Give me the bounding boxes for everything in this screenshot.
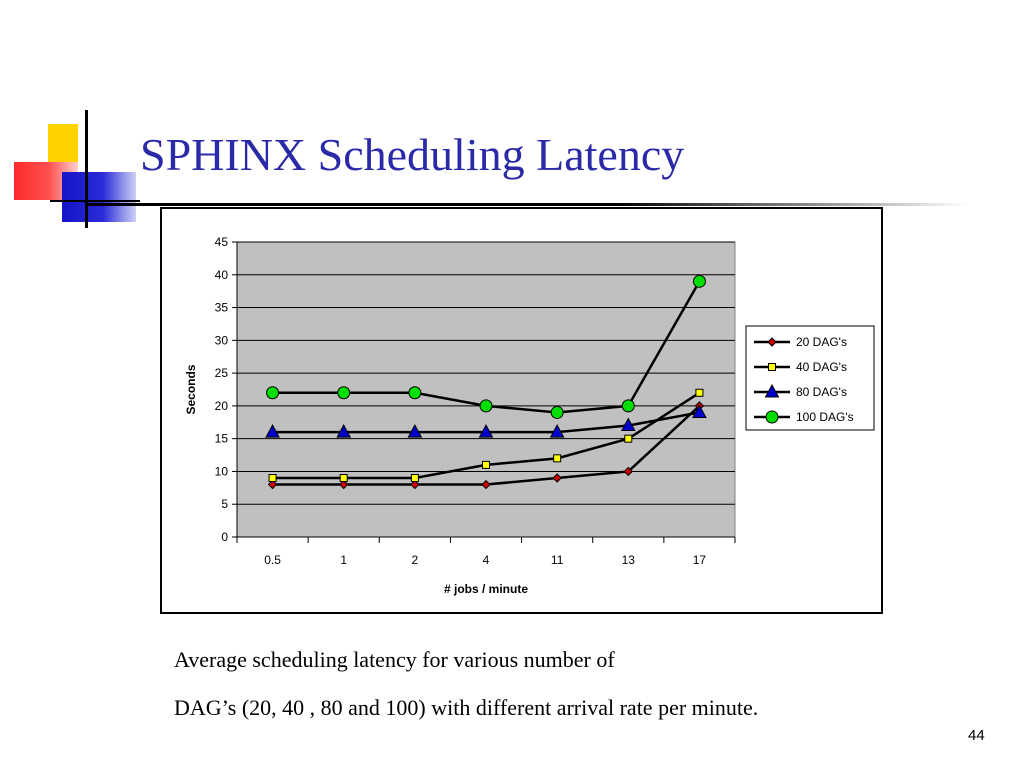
data-point-series-3 (621, 399, 635, 413)
legend-marker (767, 337, 777, 347)
decor-blue-square (62, 172, 136, 222)
chart-frame: 0 5 10 15 20 25 30 35 40 45 0.5 1 2 4 11 13 17 # jobs / m… (160, 207, 883, 614)
data-point-series-0 (267, 479, 278, 490)
legend-label: 100 DAG's (796, 410, 854, 424)
x-tick-label: 17 (693, 553, 707, 567)
decor-yellow-square (48, 124, 78, 162)
data-point-series-3 (479, 399, 493, 413)
data-point-series-2 (549, 424, 565, 438)
x-tick-label: 13 (622, 553, 636, 567)
x-tick-label: 0.5 (264, 553, 281, 567)
data-point-series-2 (407, 424, 423, 438)
y-tick-label: 10 (215, 464, 229, 478)
x-tick-label: 4 (483, 553, 490, 567)
data-point-series-1 (268, 474, 277, 482)
data-point-series-3 (408, 386, 422, 400)
data-point-series-3 (692, 274, 706, 288)
x-tick-label: 2 (412, 553, 419, 567)
data-point-series-0 (552, 473, 562, 483)
decor-horizontal-line-short (50, 200, 140, 202)
data-point-series-2 (478, 424, 494, 438)
data-point-series-1 (339, 474, 348, 482)
data-point-series-2 (265, 424, 280, 438)
y-tick-label: 0 (221, 530, 228, 544)
caption-line-2: DAG’s (20, 40 , 80 and 100) with differe… (174, 695, 759, 720)
decor-vertical-line (85, 110, 88, 228)
data-point-series-3 (337, 386, 351, 400)
slide-number: 44 (968, 727, 985, 744)
data-point-series-2 (692, 404, 707, 418)
plot-area (236, 241, 736, 538)
y-tick-label: 25 (215, 366, 229, 380)
legend-label: 20 DAG's (796, 335, 847, 349)
y-tick-label: 5 (221, 497, 228, 511)
data-point-series-0 (623, 466, 633, 477)
y-tick-label: 15 (215, 432, 229, 446)
data-point-series-0 (481, 479, 491, 490)
data-point-series-2 (336, 424, 352, 438)
x-axis-title: # jobs / minute (444, 582, 528, 596)
y-tick-label: 45 (215, 235, 229, 249)
y-tick-label: 20 (215, 399, 229, 413)
slide-title: SPHINX Scheduling Latency (140, 129, 685, 180)
data-point-series-2 (620, 417, 636, 432)
line-chart: 0 5 10 15 20 25 30 35 40 45 0.5 1 2 4 11 13 17 # jobs / m… (184, 235, 875, 596)
decor-horizontal-line (88, 203, 968, 206)
x-tick-label: 11 (551, 553, 564, 567)
y-tick-label: 40 (215, 268, 229, 282)
data-point-series-1 (695, 388, 704, 397)
legend-marker (764, 383, 780, 398)
legend-marker (765, 410, 779, 424)
y-axis-title: Seconds (184, 364, 198, 414)
x-tick-label: 1 (340, 553, 347, 567)
legend-label: 80 DAG's (796, 385, 847, 399)
data-point-series-1 (553, 454, 562, 463)
data-point-series-0 (410, 479, 420, 490)
y-tick-label: 30 (215, 333, 229, 347)
data-point-series-3 (266, 386, 280, 400)
legend-marker (768, 363, 776, 371)
legend-label: 40 DAG's (796, 360, 847, 374)
caption-line-1: Average scheduling latency for various n… (174, 647, 615, 672)
data-point-series-3 (550, 405, 564, 419)
data-point-series-1 (624, 434, 633, 443)
data-point-series-1 (482, 460, 490, 469)
data-point-series-1 (410, 474, 419, 482)
data-point-series-0 (339, 479, 349, 490)
y-tick-label: 35 (215, 301, 229, 315)
